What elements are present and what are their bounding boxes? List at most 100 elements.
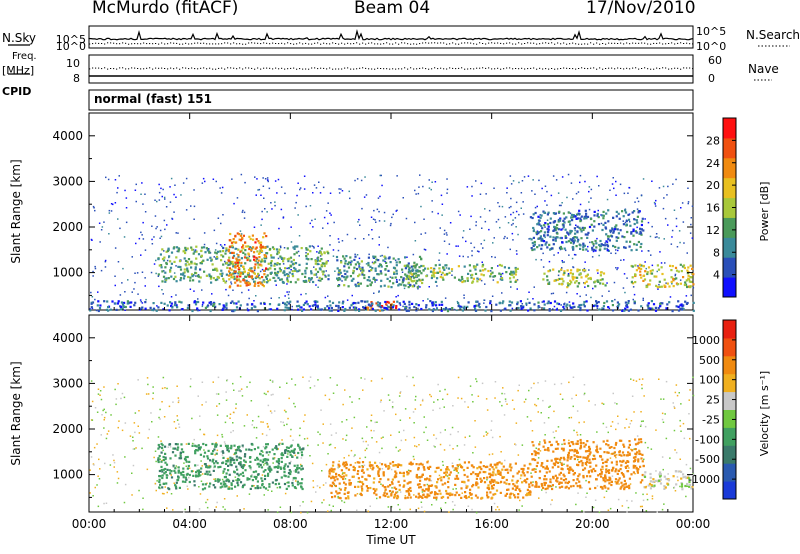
power-region-cell [111, 300, 114, 303]
velocity-region-cell [342, 477, 345, 481]
velocity-scatter-point [255, 426, 258, 429]
power-region-cell [179, 268, 183, 271]
velocity-region-cell [509, 463, 512, 466]
velocity-region-cell [277, 458, 280, 461]
power-scatter-point [542, 252, 544, 255]
velocity-scatter-point [200, 474, 202, 476]
velocity-region-cell [284, 449, 287, 452]
power-region-cell [161, 248, 164, 251]
power-scatter-point [104, 259, 107, 262]
velocity-region-cell [267, 472, 270, 475]
velocity-region-cell [442, 495, 445, 499]
velocity-region-cell [604, 486, 607, 489]
velocity-region-cell [493, 463, 496, 466]
power-scatter-point [309, 222, 311, 225]
power-region-cell [631, 211, 634, 214]
velocity-region-cell [547, 449, 550, 452]
velocity-scatter-point [537, 382, 539, 384]
velocity-region-cell [371, 468, 374, 471]
power-region-cell [283, 274, 286, 277]
velocity-region-cell [610, 461, 613, 464]
velocity-region-cell [479, 461, 482, 464]
velocity-region-cell [268, 451, 271, 454]
velocity-region-cell [234, 451, 238, 455]
power-scatter-point [588, 208, 591, 211]
power-scatter-point [397, 294, 399, 297]
velocity-region-cell [476, 474, 479, 477]
velocity-region-cell [567, 455, 570, 458]
power-region-cell [525, 302, 528, 305]
power-region-cell [570, 238, 573, 241]
power-region-cell [325, 262, 328, 265]
power-region-cell [378, 305, 381, 308]
power-region-cell [262, 279, 265, 282]
power-scatter-point [640, 194, 643, 196]
power-scatter-point [300, 293, 302, 296]
power-region-cell [408, 277, 411, 280]
power-region-cell [687, 266, 690, 269]
velocity-region-cell [244, 469, 247, 472]
power-scatter-point [470, 242, 472, 244]
power-region-cell [640, 267, 643, 270]
power-region-cell [634, 281, 637, 284]
velocity-region-cell [159, 475, 162, 478]
power-region-cell [617, 236, 620, 239]
power-scatter-point [188, 237, 191, 240]
power-region-cell [374, 309, 377, 312]
power-scatter-point [501, 205, 504, 208]
velocity-scatter-point [97, 388, 100, 390]
power-region-cell [398, 283, 401, 286]
velocity-scatter-point [328, 398, 331, 401]
velocity-region-cell [566, 459, 569, 462]
power-region-cell [395, 305, 398, 308]
power-region-cell [121, 307, 124, 310]
velocity-scatter-point [517, 389, 519, 392]
power-region-cell [638, 263, 642, 266]
velocity-region-cell [227, 469, 230, 472]
power-scatter-point [687, 202, 689, 205]
power-scatter-point [636, 197, 639, 199]
power-region-cell [397, 258, 400, 261]
velocity-region-cell [245, 448, 248, 451]
power-scatter-point [213, 256, 215, 258]
velocity-scatter-point [161, 387, 164, 390]
velocity-scatter-point [364, 456, 367, 459]
power-scatter-point [108, 212, 111, 214]
velocity-region-cell [186, 455, 189, 459]
velocity-scatter-point [461, 492, 463, 494]
velocity-region-cell [579, 455, 582, 459]
power-region-cell [183, 249, 186, 252]
velocity-scatter-point [214, 478, 217, 480]
power-region-cell [387, 301, 391, 304]
power-scatter-point [557, 192, 560, 194]
power-scatter-point [590, 197, 592, 199]
power-region-cell [562, 219, 565, 222]
velocity-region-cell [228, 480, 231, 483]
velocity-scatter-point [467, 406, 469, 408]
velocity-scatter-point [421, 506, 423, 508]
velocity-scatter-point [433, 434, 435, 436]
power-region-cell [245, 245, 248, 248]
velocity-region-cell [398, 488, 401, 491]
power-region-cell [670, 276, 673, 279]
power-region-cell [471, 280, 475, 283]
velocity-region-cell [206, 457, 210, 460]
power-scatter-point [136, 272, 139, 274]
velocity-region-cell [265, 451, 268, 454]
power-region-cell [572, 239, 575, 243]
power-region-cell [585, 300, 588, 303]
power-region-cell [253, 251, 256, 254]
power-region-cell [249, 269, 252, 272]
power-region-cell [479, 269, 482, 272]
velocity-region-cell [206, 466, 209, 469]
power-scatter-point [298, 235, 301, 237]
power-region-cell [283, 271, 286, 274]
power-region-cell [167, 247, 170, 250]
power-scatter-point [520, 192, 523, 194]
power-scatter-point [664, 262, 666, 264]
power-region-cell [186, 269, 189, 272]
velocity-scatter-point [502, 387, 504, 389]
velocity-scatter-point [116, 482, 119, 484]
velocity-region-cell [578, 461, 581, 464]
velocity-region-cell [280, 457, 283, 460]
